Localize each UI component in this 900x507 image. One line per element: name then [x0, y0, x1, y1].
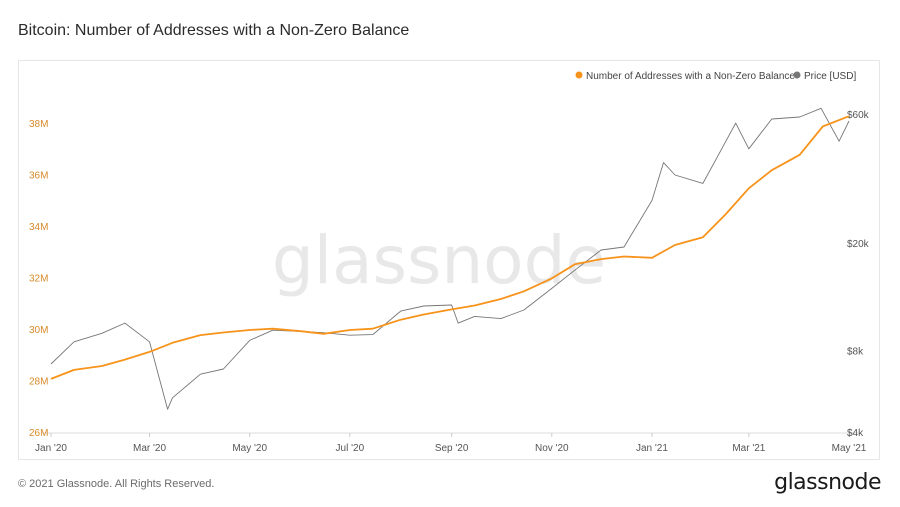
chart-panel: glassnode Number of Addresses with a Non… — [18, 60, 880, 460]
legend-marker — [793, 71, 801, 79]
chart-svg: glassnode Number of Addresses with a Non… — [29, 71, 870, 454]
x-tick-label: Sep '20 — [435, 443, 469, 454]
right-tick-label: $60k — [847, 110, 870, 121]
x-tick-label: Mar '21 — [732, 443, 765, 454]
chart-axes: Jan '20 Mar '20 May '20 Jul '20 Sep '20 Nov '… — [29, 110, 870, 454]
x-tick-label: Nov '20 — [535, 443, 569, 454]
legend-label: Price [USD] — [804, 71, 856, 82]
watermark-text: glassnode — [272, 222, 606, 299]
x-tick-label: Jul '20 — [336, 443, 365, 454]
left-tick-label: 32M — [29, 273, 48, 284]
addresses-line — [50, 115, 850, 380]
left-tick-label: 28M — [29, 376, 48, 387]
left-tick-label: 26M — [29, 428, 48, 439]
x-tick-label: May '20 — [232, 443, 267, 454]
x-tick-label: Jan '21 — [636, 443, 668, 454]
x-tick-label: Jan '20 — [35, 443, 67, 454]
left-tick-label: 38M — [29, 119, 48, 130]
page-title: Bitcoin: Number of Addresses with a Non-… — [18, 22, 410, 39]
left-tick-label: 34M — [29, 222, 48, 233]
price-line — [50, 107, 850, 410]
chart-series — [50, 107, 850, 410]
right-tick-label: $20k — [847, 239, 870, 250]
left-tick-label: 36M — [29, 170, 48, 181]
right-tick-label: $4k — [847, 428, 864, 439]
copyright-text: © 2021 Glassnode. All Rights Reserved. — [18, 478, 215, 490]
legend-label: Number of Addresses with a Non-Zero Bala… — [586, 71, 795, 82]
chart-legend[interactable]: Number of Addresses with a Non-Zero Bala… — [575, 71, 857, 82]
x-tick-label: May '21 — [832, 443, 867, 454]
left-tick-label: 30M — [29, 325, 48, 336]
legend-marker — [575, 71, 583, 79]
right-tick-label: $8k — [847, 347, 864, 358]
x-tick-label: Mar '20 — [133, 443, 166, 454]
brand-logo[interactable]: glassnode — [774, 470, 881, 495]
